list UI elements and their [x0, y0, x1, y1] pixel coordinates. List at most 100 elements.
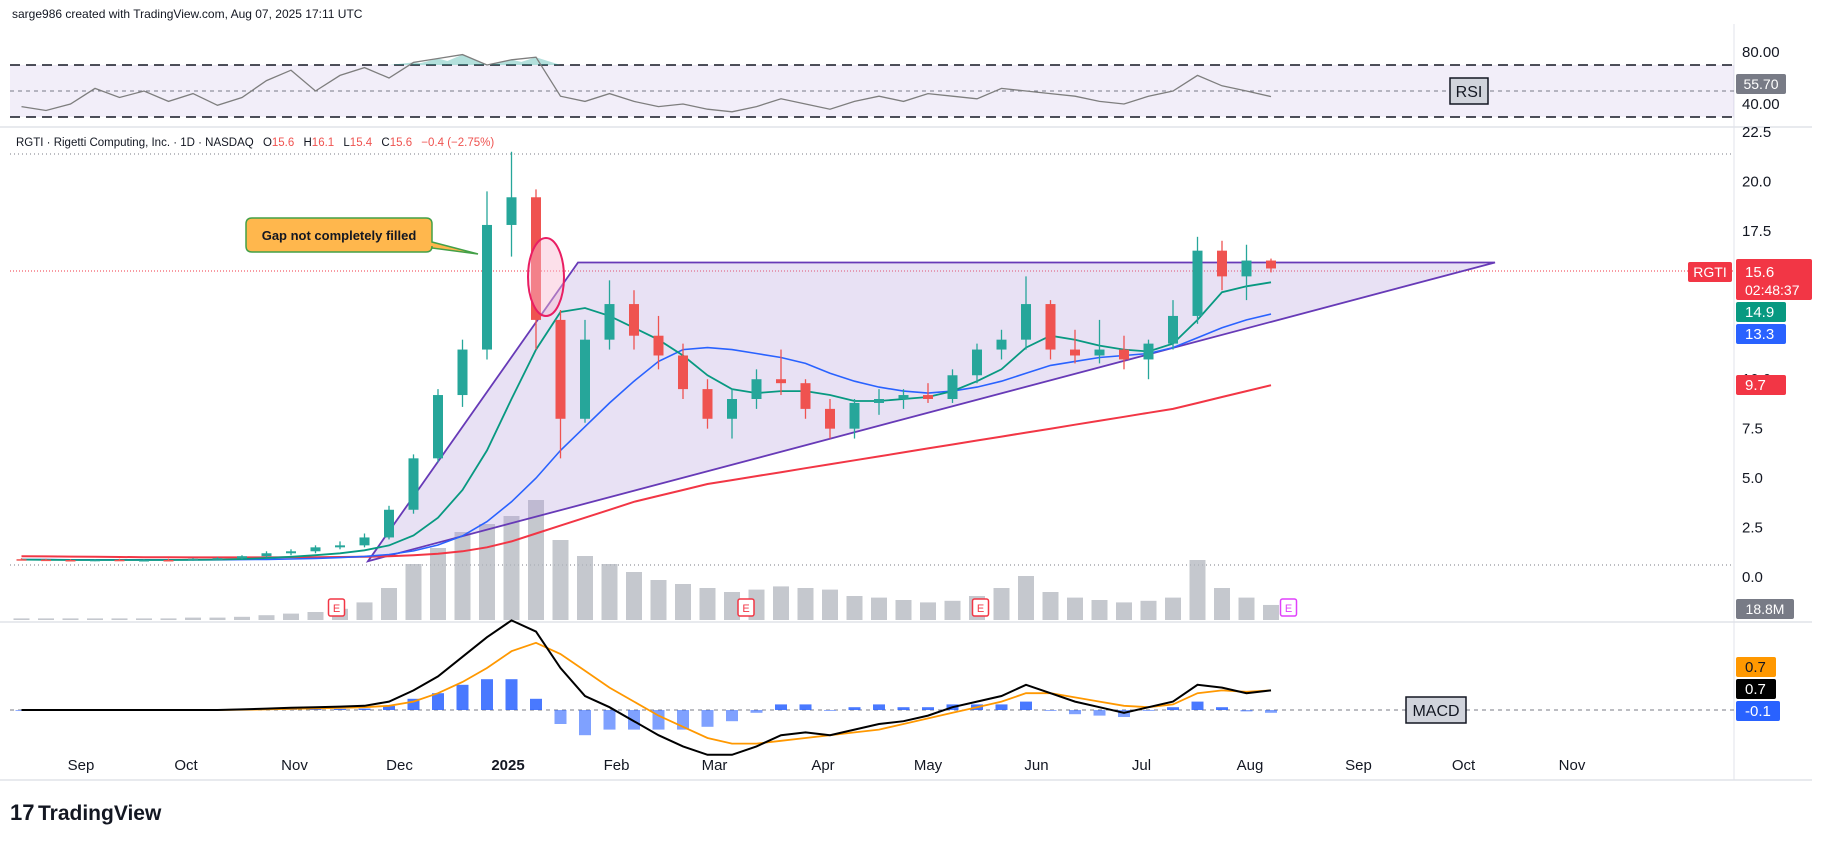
volume-bar	[1140, 600, 1157, 620]
sma50-badge: 13.3	[1736, 324, 1786, 344]
sma20-badge-text: 14.9	[1745, 304, 1774, 321]
candle-body	[65, 559, 76, 562]
rsi-value-text: 55.70	[1743, 76, 1778, 92]
candle	[212, 557, 223, 560]
price-tick: 20.0	[1742, 173, 1771, 190]
ascending-triangle	[365, 261, 1496, 563]
volume-bar	[1263, 604, 1279, 620]
candle	[923, 383, 933, 403]
volume-bar	[479, 524, 495, 620]
volume-bar	[87, 618, 103, 620]
volume-bar	[356, 602, 373, 620]
sma50-badge-text: 13.3	[1745, 326, 1774, 343]
macd-hist-bar	[432, 693, 444, 710]
candle	[1119, 335, 1129, 370]
candle	[1045, 300, 1056, 360]
candle	[408, 454, 419, 514]
candle	[972, 343, 982, 384]
candle	[702, 379, 713, 429]
macd-hist-bar	[1240, 710, 1253, 712]
candle-body	[898, 395, 909, 399]
candle-body	[1266, 260, 1276, 269]
candle	[800, 379, 811, 419]
macd-histogram	[15, 679, 1277, 736]
time-label: Oct	[174, 757, 198, 774]
volume-bar	[13, 618, 30, 620]
candle	[1143, 339, 1154, 380]
candle-body	[1045, 304, 1056, 350]
earnings-marker-box	[971, 598, 990, 617]
time-label: Sep	[1345, 757, 1372, 774]
candle	[580, 319, 590, 423]
candle	[678, 343, 688, 399]
macd-hist-bar	[456, 684, 469, 710]
candle-body	[457, 349, 468, 396]
candle	[188, 558, 198, 561]
candle	[16, 558, 27, 561]
volume-bar	[381, 588, 397, 620]
volume-bar	[528, 500, 544, 620]
candle-body	[874, 399, 884, 403]
candle	[1070, 329, 1080, 364]
candle	[1168, 300, 1178, 350]
candle-body	[163, 559, 174, 562]
candle-body	[629, 304, 639, 336]
volume-bar	[430, 548, 446, 620]
svg-text:RGTI · Rigetti Computing, Inc.: RGTI · Rigetti Computing, Inc. · 1D · NA…	[16, 137, 494, 149]
candle-body	[1119, 349, 1129, 360]
volume-bar	[1238, 597, 1255, 620]
candle	[457, 339, 468, 407]
candle-body	[1143, 343, 1154, 360]
price-tick: 2.5	[1742, 520, 1763, 537]
macd-hist-bar	[799, 704, 812, 710]
macd-hist-bar	[1044, 710, 1057, 711]
legend-o-label: O	[263, 137, 272, 149]
earnings-marker: E	[971, 598, 990, 617]
macd-hist-bar	[407, 698, 420, 710]
macd-hist-bar	[1265, 710, 1277, 713]
macd-hist-bar	[530, 698, 542, 710]
macd-hist-bar	[873, 704, 885, 710]
rsi-label-box: RSI	[1449, 77, 1489, 105]
volume-bar	[1018, 576, 1034, 620]
legend-change: −0.4 (−2.75%)	[421, 137, 494, 149]
candle	[286, 549, 296, 556]
candle-body	[1021, 304, 1031, 340]
candle-body	[310, 547, 321, 552]
macd-hist-bar	[579, 710, 591, 736]
volume-bar	[1165, 597, 1181, 620]
candles	[16, 151, 1276, 562]
volume-bar	[797, 588, 814, 620]
candle	[359, 533, 370, 548]
candle-body	[482, 224, 492, 350]
candle	[1217, 240, 1227, 291]
macd-hist-bar	[1020, 701, 1032, 710]
macd-line	[21, 619, 1272, 756]
macd-hist-bar	[750, 710, 763, 713]
volume-bar	[136, 618, 152, 620]
legend-symbol: RGTI · Rigetti Computing, Inc. · 1D · NA…	[16, 137, 254, 149]
macd-hist-bar	[481, 679, 493, 710]
time-label: Dec	[386, 757, 413, 774]
volume-bar	[577, 556, 593, 620]
candle-body	[1070, 349, 1080, 356]
macd-hist-bar	[1069, 710, 1081, 715]
candle	[433, 389, 443, 463]
volume-bar	[405, 564, 422, 620]
earnings-marker-box	[1279, 598, 1298, 617]
macd-value-badge-text: 0.7	[1745, 681, 1766, 698]
macd-hist-bar	[1167, 707, 1179, 710]
volume-bar	[1067, 597, 1083, 620]
sma200-badge: 9.7	[1736, 375, 1786, 395]
time-label: May	[914, 757, 943, 774]
symbol-legend: RGTI · Rigetti Computing, Inc. · 1D · NA…	[16, 137, 494, 149]
time-label: Feb	[604, 757, 630, 774]
macd-hist-bar	[554, 710, 567, 724]
candle-body	[1217, 250, 1227, 277]
volume-bar	[1189, 560, 1206, 620]
time-axis: Sep Oct Nov Dec 2025 Feb Mar Apr May Jun Jul Aug Sep…	[68, 757, 1586, 774]
candle	[555, 310, 566, 459]
macd-hist-bar	[1216, 707, 1228, 710]
volume-bar	[111, 618, 128, 620]
